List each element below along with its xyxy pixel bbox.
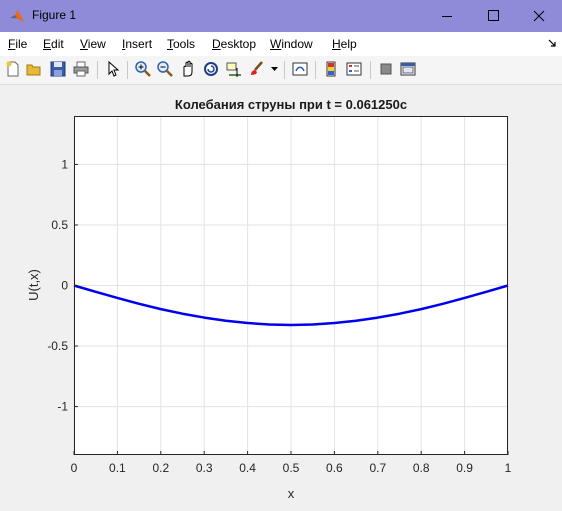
x-axis-label: x xyxy=(288,486,295,501)
save-icon[interactable] xyxy=(49,60,67,78)
x-tick-label: 0.7 xyxy=(369,461,386,475)
x-tick-label: 1 xyxy=(505,461,512,475)
toolbar-separator xyxy=(97,61,98,79)
chart-title: Колебания струны при t = 0.061250c xyxy=(175,97,407,112)
x-tick-labels: 0 0.1 0.2 0.3 0.4 0.5 0.6 0.7 0.8 0.9 1 xyxy=(71,451,512,475)
data-cursor-icon[interactable] xyxy=(225,60,243,78)
maximize-button[interactable] xyxy=(470,0,516,32)
pointer-icon[interactable] xyxy=(104,60,122,78)
menu-tools[interactable]: Tools xyxy=(167,37,196,51)
menu-edit[interactable]: Edit xyxy=(43,37,64,51)
toolbar-separator xyxy=(370,61,371,79)
rotate-3d-icon[interactable] xyxy=(202,60,220,78)
zoom-in-icon[interactable] xyxy=(134,60,152,78)
x-tick-label: 0.6 xyxy=(326,461,343,475)
x-tick-label: 0.1 xyxy=(109,461,126,475)
x-tick-label: 0.2 xyxy=(152,461,169,475)
toolbar-separator xyxy=(127,61,128,79)
menu-help[interactable]: Help xyxy=(332,37,357,51)
y-tick-label: -0.5 xyxy=(47,339,68,353)
pan-hand-icon[interactable] xyxy=(179,60,197,78)
menu-desktop[interactable]: Desktop xyxy=(212,37,257,51)
series-line xyxy=(73,284,509,327)
menu-file[interactable]: File xyxy=(8,37,28,51)
matlab-icon xyxy=(10,10,24,22)
hide-plot-tools-icon[interactable] xyxy=(377,60,395,78)
window-title: Figure 1 xyxy=(32,8,77,22)
x-tick-label: 0.4 xyxy=(239,461,256,475)
x-tick-label: 0.9 xyxy=(456,461,473,475)
plot-svg: Колебания струны при t = 0.061250c 0 0.1 0… xyxy=(26,97,512,501)
window-titlebar[interactable]: Figure 1 xyxy=(0,0,562,32)
colorbar-icon[interactable] xyxy=(322,60,340,78)
menu-bar: File Edit View Insert Tools Desktop Wind… xyxy=(0,32,562,56)
y-tick-label: 0 xyxy=(61,279,68,293)
menu-view[interactable]: View xyxy=(80,37,106,51)
link-plot-icon[interactable] xyxy=(291,60,309,78)
x-tick-label: 0.8 xyxy=(413,461,430,475)
toolbar-separator xyxy=(315,61,316,79)
menu-insert[interactable]: Insert xyxy=(122,37,153,51)
zoom-out-icon[interactable] xyxy=(156,60,174,78)
y-tick-label: -1 xyxy=(57,400,68,414)
dock-arrow-icon[interactable] xyxy=(548,39,557,48)
brush-icon[interactable] xyxy=(248,60,266,78)
open-file-icon[interactable] xyxy=(25,60,43,78)
toolbar-separator xyxy=(284,61,285,79)
legend-icon[interactable] xyxy=(345,60,363,78)
minimize-button[interactable] xyxy=(424,0,470,32)
new-figure-icon[interactable] xyxy=(4,60,22,78)
menu-window[interactable]: Window xyxy=(270,37,313,51)
x-tick-label: 0.3 xyxy=(196,461,213,475)
y-axis-label: U(t,x) xyxy=(26,269,41,301)
figure-toolbar xyxy=(0,56,562,85)
y-tick-labels: 1 0.5 0 -0.5 -1 xyxy=(47,157,78,414)
x-tick-label: 0.5 xyxy=(283,461,300,475)
axes[interactable]: 0 0.1 0.2 0.3 0.4 0.5 0.6 0.7 0.8 0.9 1 1 0.5 0 -0.5 -… xyxy=(47,116,512,475)
y-tick-label: 0.5 xyxy=(51,218,68,232)
chevron-down-icon[interactable] xyxy=(271,67,278,73)
print-icon[interactable] xyxy=(72,60,90,78)
close-icon xyxy=(533,10,545,22)
close-button[interactable] xyxy=(516,0,562,32)
maximize-icon xyxy=(488,10,499,21)
figure-canvas: Колебания струны при t = 0.061250c 0 0.1 0… xyxy=(0,85,562,506)
minimize-icon xyxy=(442,16,452,17)
x-tick-label: 0 xyxy=(71,461,78,475)
y-tick-label: 1 xyxy=(61,157,68,171)
show-plot-tools-icon[interactable] xyxy=(399,60,417,78)
